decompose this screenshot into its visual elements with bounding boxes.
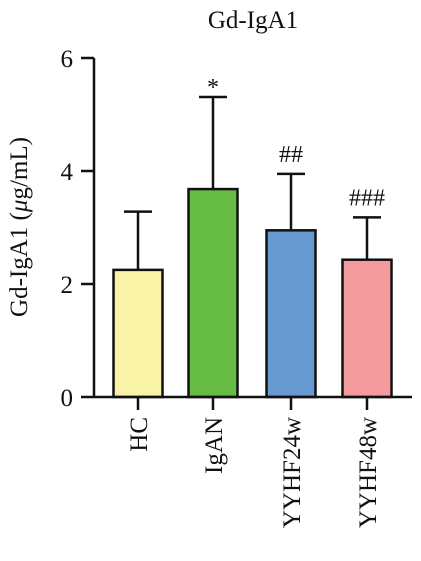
- y-tick-label: 4: [61, 159, 74, 186]
- axes: [92, 58, 412, 410]
- significance-marker: ##: [279, 142, 303, 168]
- y-tick-label: 6: [61, 46, 74, 73]
- y-axis-label-mu: μ: [6, 200, 33, 214]
- bar-hc: [112, 268, 164, 399]
- chart-title: Gd-IgA1: [208, 7, 298, 34]
- significance-marker: ###: [349, 185, 385, 211]
- y-axis-label: Gd-IgA1 (μg/mL): [6, 137, 33, 317]
- bar-yyhf24w: [265, 229, 317, 399]
- bars: [112, 187, 393, 399]
- x-category-label: HC: [126, 417, 153, 452]
- significance-marker: *: [207, 75, 219, 101]
- bar-yyhf48w: [341, 258, 393, 399]
- y-axis-label-prefix: Gd-IgA1 (: [6, 212, 33, 317]
- significance-markers: *#####: [207, 75, 385, 211]
- x-category-label: YYHF24w: [279, 417, 306, 528]
- error-bars: [124, 95, 381, 270]
- x-axis-category-labels: HC IgAN YYHF24w YYHF48w: [126, 417, 382, 528]
- y-axis-label-suffix: g/mL): [6, 137, 33, 200]
- y-tick-label: 2: [61, 272, 74, 299]
- x-category-label: IgAN: [201, 417, 228, 474]
- y-tick-label: 0: [61, 385, 74, 412]
- x-category-label: YYHF48w: [355, 417, 382, 528]
- bar-igan: [187, 187, 239, 399]
- y-axis-ticks: 0 2 4 6: [61, 46, 94, 412]
